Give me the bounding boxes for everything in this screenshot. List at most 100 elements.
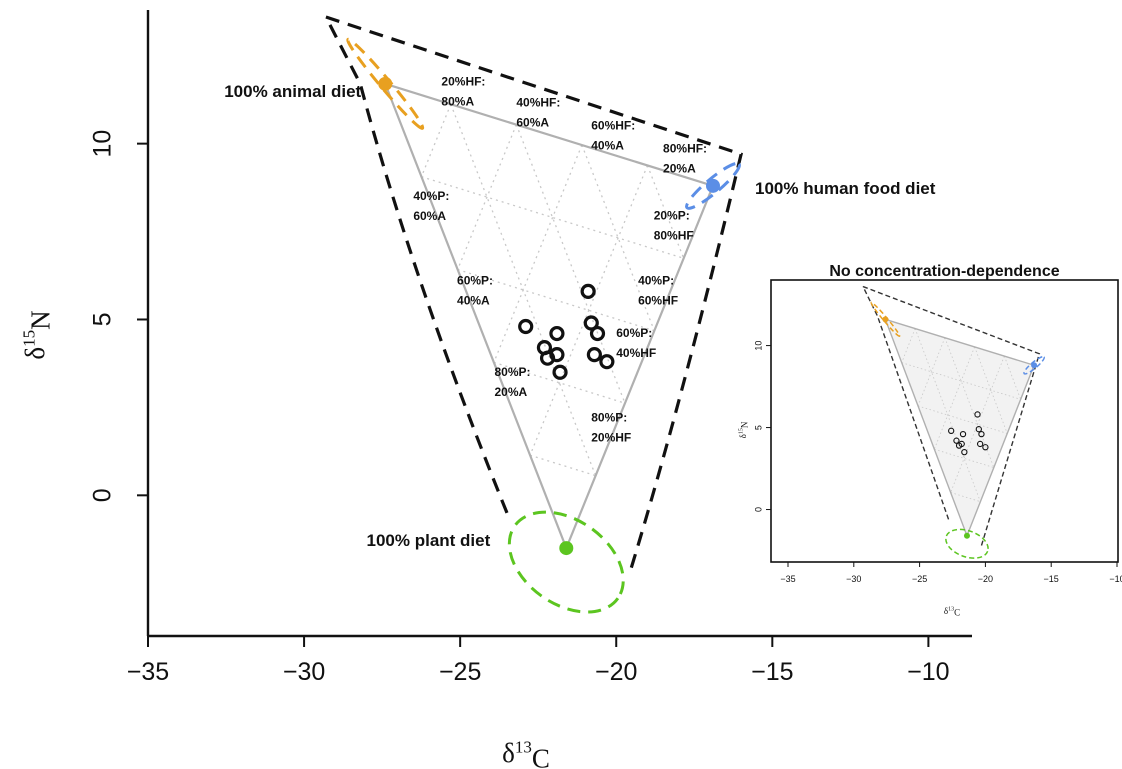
inset-x-axis-title: δ13C <box>944 606 960 618</box>
plant-source-uncertainty <box>945 528 989 559</box>
plant-source-point <box>963 532 970 539</box>
y-tick-label: 0 <box>89 488 117 502</box>
x-tick-label: −20 <box>595 658 637 686</box>
x-tick-label: −35 <box>127 658 169 686</box>
mixing-line <box>384 82 714 187</box>
inset-x-tick-label: −15 <box>1044 574 1059 584</box>
inset-consumer-data-point <box>953 437 960 444</box>
mixing-label-line2: 20%HF <box>591 430 631 444</box>
inset-x-tick-label: −20 <box>978 574 993 584</box>
mixing-label-line1: 60%P: <box>616 326 652 340</box>
human-food-diet-label: 100% human food diet <box>755 179 936 198</box>
mixing-line <box>565 185 715 549</box>
mixing-grid-line <box>917 337 946 407</box>
y-tick-label: 5 <box>89 313 117 327</box>
x-tick-label: −15 <box>751 658 793 686</box>
inset-consumer-data-point <box>958 440 965 448</box>
consumer-data-point <box>580 283 596 299</box>
mixing-line <box>384 83 568 549</box>
inset-consumer-data-point <box>978 430 985 438</box>
mixing-label-line2: 60%A <box>516 116 549 130</box>
mixing-label-line1: 40%HF: <box>516 96 560 110</box>
mixing-label-line1: 40%P: <box>413 189 449 203</box>
mixing-grid-line <box>944 337 995 468</box>
mixing-line <box>884 319 968 537</box>
mixing-label-line2: 80%HF <box>654 228 694 242</box>
mixing-label-line2: 40%A <box>591 139 624 153</box>
plant-diet-label: 100% plant diet <box>367 531 491 550</box>
mixing-space-hull <box>324 15 743 577</box>
inset-consumer-data-point <box>948 427 955 434</box>
mixing-label-line2: 60%A <box>413 209 446 223</box>
consumer-data-point <box>599 354 615 370</box>
human-food-source-point <box>706 178 721 193</box>
x-tick-label: −25 <box>439 658 481 686</box>
mixing-label-line1: 80%HF: <box>663 141 707 155</box>
mixing-line <box>885 318 1035 366</box>
mixing-label-line2: 20%A <box>494 385 527 399</box>
inset-consumer-data-point <box>959 430 967 438</box>
mixing-grid-line <box>421 176 684 259</box>
consumer-data-point <box>586 347 602 363</box>
mixing-grid-line <box>515 124 626 404</box>
animal-source-point <box>882 316 889 323</box>
mixing-label-line2: 20%A <box>663 161 696 175</box>
mixing-label-line1: 80%P: <box>591 410 627 424</box>
consumer-data-point <box>552 364 568 380</box>
mixing-grid-line <box>493 361 626 404</box>
inset-consumer-data-point <box>982 444 989 451</box>
mixing-label-line1: 60%P: <box>457 273 493 287</box>
mixing-grid-line <box>646 165 685 259</box>
inset-title: No concentration-dependence <box>829 263 1059 280</box>
inset-x-tick-label: −25 <box>912 574 927 584</box>
inset-consumer-data-point <box>974 411 981 418</box>
mixing-grid-line <box>493 144 583 363</box>
mixing-label-line1: 20%HF: <box>441 75 485 89</box>
mixing-label-line1: 60%HF: <box>591 119 635 133</box>
mixing-line <box>966 364 1035 537</box>
x-axis-title: δ13C <box>502 738 550 769</box>
inset-x-tick-label: −35 <box>780 574 795 584</box>
inset-x-tick-label: −10 <box>1109 574 1122 584</box>
mixing-grid-line <box>420 104 452 177</box>
plant-source-uncertainty <box>507 510 625 614</box>
mixing-grid-line <box>457 268 655 332</box>
inset-mixing-area <box>885 319 1035 536</box>
consumer-data-point <box>549 325 565 342</box>
human-food-source-point <box>1031 362 1038 369</box>
animal-source-point <box>378 76 393 91</box>
animal-diet-label: 100% animal diet <box>224 82 361 101</box>
inset-mixing-space-hull <box>862 285 1041 546</box>
consumer-data-point <box>583 315 599 331</box>
y-axis-title: δ15N <box>20 310 56 359</box>
x-tick-label: −10 <box>907 658 949 686</box>
consumer-data-point <box>589 325 606 342</box>
inset-y-tick-label: 5 <box>753 425 763 430</box>
mixing-label-line1: 40%P: <box>638 273 674 287</box>
consumer-data-point <box>549 347 565 363</box>
inset-plot-area: No concentration-dependence −35 −30 −25 −20 −… <box>738 263 1122 618</box>
consumer-data-point <box>518 318 534 335</box>
y-tick-label: 10 <box>89 130 117 158</box>
inset-y-axis-title: δ15N <box>738 421 750 438</box>
inset-consumer-data-point <box>961 449 968 456</box>
mixing-label-line2: 80%A <box>441 95 474 109</box>
mixing-label-line2: 40%A <box>457 293 490 307</box>
mixing-label-line2: 60%HF <box>638 293 678 307</box>
mixing-label-line1: 80%P: <box>494 365 530 379</box>
x-tick-label: −30 <box>283 658 325 686</box>
mixing-grid-line <box>974 346 1008 434</box>
inset-consumer-data-point <box>976 440 984 448</box>
mixing-grid-line <box>950 492 981 503</box>
plant-source-point <box>559 541 574 556</box>
mixing-label-line2: 40%HF <box>616 346 656 360</box>
main-plot-area: −35 −30 −25 −20 −15 −10 0 5 10 δ13C δ15N 20%HF: 80%A… <box>20 10 972 769</box>
inset-y-tick-label: 10 <box>753 341 763 351</box>
mixing-label-line1: 20%P: <box>654 208 690 222</box>
mixing-grid-line <box>529 454 596 477</box>
inset-consumer-data-point <box>975 426 982 433</box>
inset-x-tick-label: −30 <box>846 574 861 584</box>
mixing-grid-line <box>901 362 1021 400</box>
mixing-grid-line <box>457 124 517 270</box>
